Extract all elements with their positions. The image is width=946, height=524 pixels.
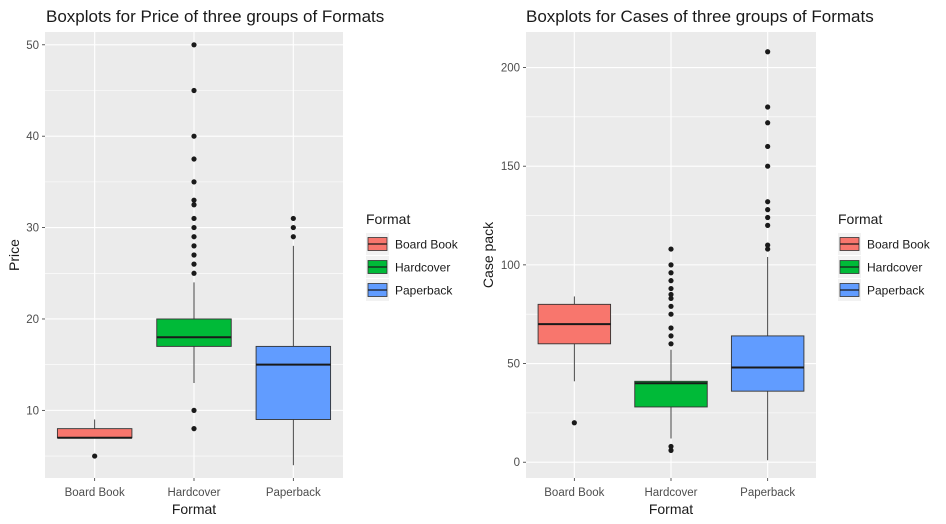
outlier-point xyxy=(765,242,771,248)
legend-label: Paperback xyxy=(395,284,453,298)
legend-label: Board Book xyxy=(867,238,931,252)
outlier-point xyxy=(765,104,771,110)
outlier-point xyxy=(571,420,577,426)
outlier-point xyxy=(765,214,771,221)
outlier-point xyxy=(191,261,197,267)
outlier-point xyxy=(765,207,771,213)
box xyxy=(56,428,133,439)
y-tick-label: 100 xyxy=(501,260,520,272)
y-tick-label: 30 xyxy=(26,223,39,235)
box xyxy=(634,380,708,408)
chart-title: Boxplots for Price of three groups of Fo… xyxy=(46,7,384,26)
x-axis-title: Format xyxy=(649,501,693,517)
outlier-point xyxy=(191,243,197,249)
y-axis-title: Case pack xyxy=(480,221,496,288)
outlier-point xyxy=(668,443,674,450)
outlier-point xyxy=(191,197,197,203)
x-tick-label: Hardcover xyxy=(644,487,697,499)
box xyxy=(730,335,805,392)
y-tick-label: 50 xyxy=(507,359,520,371)
x-tick-label: Paperback xyxy=(266,487,321,499)
x-tick-label: Hardcover xyxy=(167,487,220,499)
outlier-point xyxy=(668,447,674,453)
case-pack-boxplot-chart: Boxplots for Cases of three groups of Fo… xyxy=(480,7,931,517)
outlier-point xyxy=(668,311,674,317)
outlier-point xyxy=(191,224,197,231)
outlier-point xyxy=(668,333,674,339)
y-tick-label: 20 xyxy=(26,314,39,326)
outlier-point xyxy=(668,325,674,331)
outlier-point xyxy=(668,262,674,268)
chart-title: Boxplots for Cases of three groups of Fo… xyxy=(526,7,874,26)
legend-label: Paperback xyxy=(867,284,925,298)
x-tick-label: Paperback xyxy=(740,487,795,499)
outlier-point xyxy=(765,120,771,126)
outlier-point xyxy=(765,143,771,150)
y-axis-title: Price xyxy=(6,239,22,271)
outlier-point xyxy=(92,453,98,459)
box xyxy=(156,318,232,347)
outlier-point xyxy=(191,179,197,185)
outlier-point xyxy=(668,246,674,252)
outlier-point xyxy=(668,291,674,298)
box xyxy=(255,345,332,420)
outlier-point xyxy=(765,246,771,252)
x-tick-label: Board Book xyxy=(544,487,604,499)
outlier-point xyxy=(191,270,197,276)
y-tick-label: 40 xyxy=(26,131,39,143)
y-tick-label: 150 xyxy=(501,161,520,173)
outlier-point xyxy=(668,285,674,292)
outlier-point xyxy=(668,303,674,309)
outlier-point xyxy=(191,234,197,240)
legend-title: Format xyxy=(838,211,882,227)
outlier-point xyxy=(191,156,197,162)
outlier-point xyxy=(290,234,296,240)
outlier-point xyxy=(668,270,674,276)
legend-label: Hardcover xyxy=(395,261,450,275)
outlier-point xyxy=(668,341,674,347)
outlier-point xyxy=(765,49,771,55)
outlier-point xyxy=(668,278,674,284)
legend-label: Hardcover xyxy=(867,261,922,275)
y-tick-label: 0 xyxy=(514,457,520,469)
legend-title: Format xyxy=(366,211,410,227)
outlier-point xyxy=(765,163,771,169)
outlier-point xyxy=(191,87,197,94)
outlier-point xyxy=(765,199,771,205)
outlier-point xyxy=(191,215,197,222)
y-tick-label: 200 xyxy=(501,63,520,75)
outlier-point xyxy=(191,252,197,258)
x-tick-label: Board Book xyxy=(65,487,125,499)
x-axis-title: Format xyxy=(172,501,216,517)
outlier-point xyxy=(191,133,197,139)
outlier-point xyxy=(191,407,197,413)
price-boxplot-chart: Boxplots for Price of three groups of Fo… xyxy=(6,7,459,517)
outlier-point xyxy=(191,426,197,432)
outlier-point xyxy=(191,42,197,48)
outlier-point xyxy=(765,222,771,228)
y-tick-label: 10 xyxy=(26,405,39,417)
outlier-point xyxy=(290,224,296,231)
outlier-point xyxy=(290,215,296,222)
legend-label: Board Book xyxy=(395,238,459,252)
outlier-point xyxy=(191,202,197,208)
outlier-point xyxy=(668,295,674,302)
y-tick-label: 50 xyxy=(26,40,39,52)
